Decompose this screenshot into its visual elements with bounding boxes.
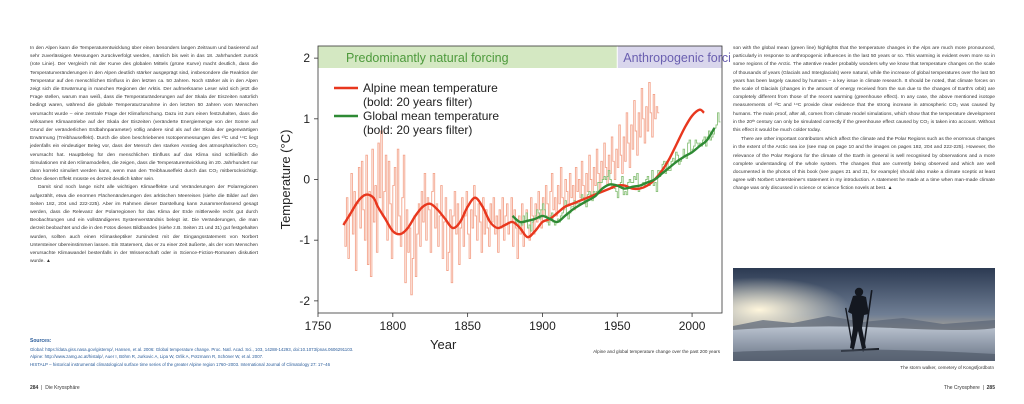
source-line: Alpine: http://www.zamg.ac.at/histalp/, …: [30, 354, 264, 360]
source-line: Global: https://data.giss.nasa.gov/giste…: [30, 347, 354, 352]
left-page-number: 284: [30, 385, 39, 391]
sources-title: Sources:: [30, 338, 52, 344]
y-tick-label: -1: [299, 233, 310, 247]
left-paragraph: In den Alpen kann die Temperaturentwickl…: [30, 46, 258, 183]
storm-walker-photo: [733, 268, 995, 361]
right-text-column: son with the global mean (green line) hi…: [733, 45, 995, 195]
forcing-band-label: Anthropogenic forcing: [623, 51, 730, 65]
x-tick-label: 2000: [679, 319, 706, 333]
chart-svg: Predominantly natural forcing Anthropogen…: [278, 45, 730, 352]
walker-silhouette: [841, 287, 879, 352]
right-footer: The Cryosphere | 285: [895, 385, 995, 391]
legend-sublabel: (bold: 20 years filter): [363, 123, 472, 137]
global-filtered-line: [511, 127, 716, 224]
x-axis-label: Year: [430, 337, 457, 352]
right-paragraph: There are other important contributors w…: [733, 137, 995, 192]
temperature-chart: Predominantly natural forcing Anthropogen…: [270, 40, 730, 355]
y-tick-label: -2: [299, 294, 310, 308]
sources-block: Sources: Global: https://data.giss.nasa.…: [30, 338, 590, 368]
left-text-column: In den Alpen kann die Temperaturentwickl…: [30, 45, 258, 266]
legend-label: Alpine mean temperature: [363, 81, 498, 95]
forcing-band: [617, 46, 722, 68]
y-axis-label: Temperature (°C): [278, 130, 293, 230]
right-running-title: The Cryosphere: [943, 385, 980, 391]
left-footer: 284 | Die Kryosphäre: [30, 385, 80, 391]
y-tick-label: 2: [303, 51, 310, 65]
x-tick-label: 1900: [529, 319, 556, 333]
legend-label: Global mean temperature: [363, 109, 499, 123]
x-tick-label: 1750: [305, 319, 332, 333]
legend-sublabel: (bold: 20 years filter): [363, 95, 472, 109]
photo-caption: The storm walker, cemetery of Kongsfjord…: [900, 365, 994, 370]
y-tick-label: 1: [303, 112, 310, 126]
x-tick-label: 1950: [604, 319, 631, 333]
x-tick-label: 1800: [379, 319, 406, 333]
forcing-band: [318, 46, 618, 68]
y-tick-label: 0: [303, 173, 310, 187]
photo-illustration: [733, 268, 995, 361]
footer-separator: |: [41, 385, 43, 391]
chart-caption: Alpine and global temperature change ove…: [593, 349, 720, 354]
global-annual-line: [512, 112, 721, 232]
left-running-title: Die Kryosphäre: [45, 385, 80, 391]
source-line: HISTALP – historical instrumental climat…: [30, 361, 331, 367]
right-page-number: 285: [986, 385, 995, 391]
right-paragraph: son with the global mean (green line) hi…: [733, 46, 995, 134]
footer-separator: |: [982, 385, 984, 391]
alpine-filtered-line: [342, 108, 705, 239]
forcing-band-label: Predominantly natural forcing: [346, 51, 509, 65]
left-paragraph: Damit sind noch lange nicht alle wichtig…: [30, 185, 258, 265]
x-tick-label: 1850: [454, 319, 481, 333]
